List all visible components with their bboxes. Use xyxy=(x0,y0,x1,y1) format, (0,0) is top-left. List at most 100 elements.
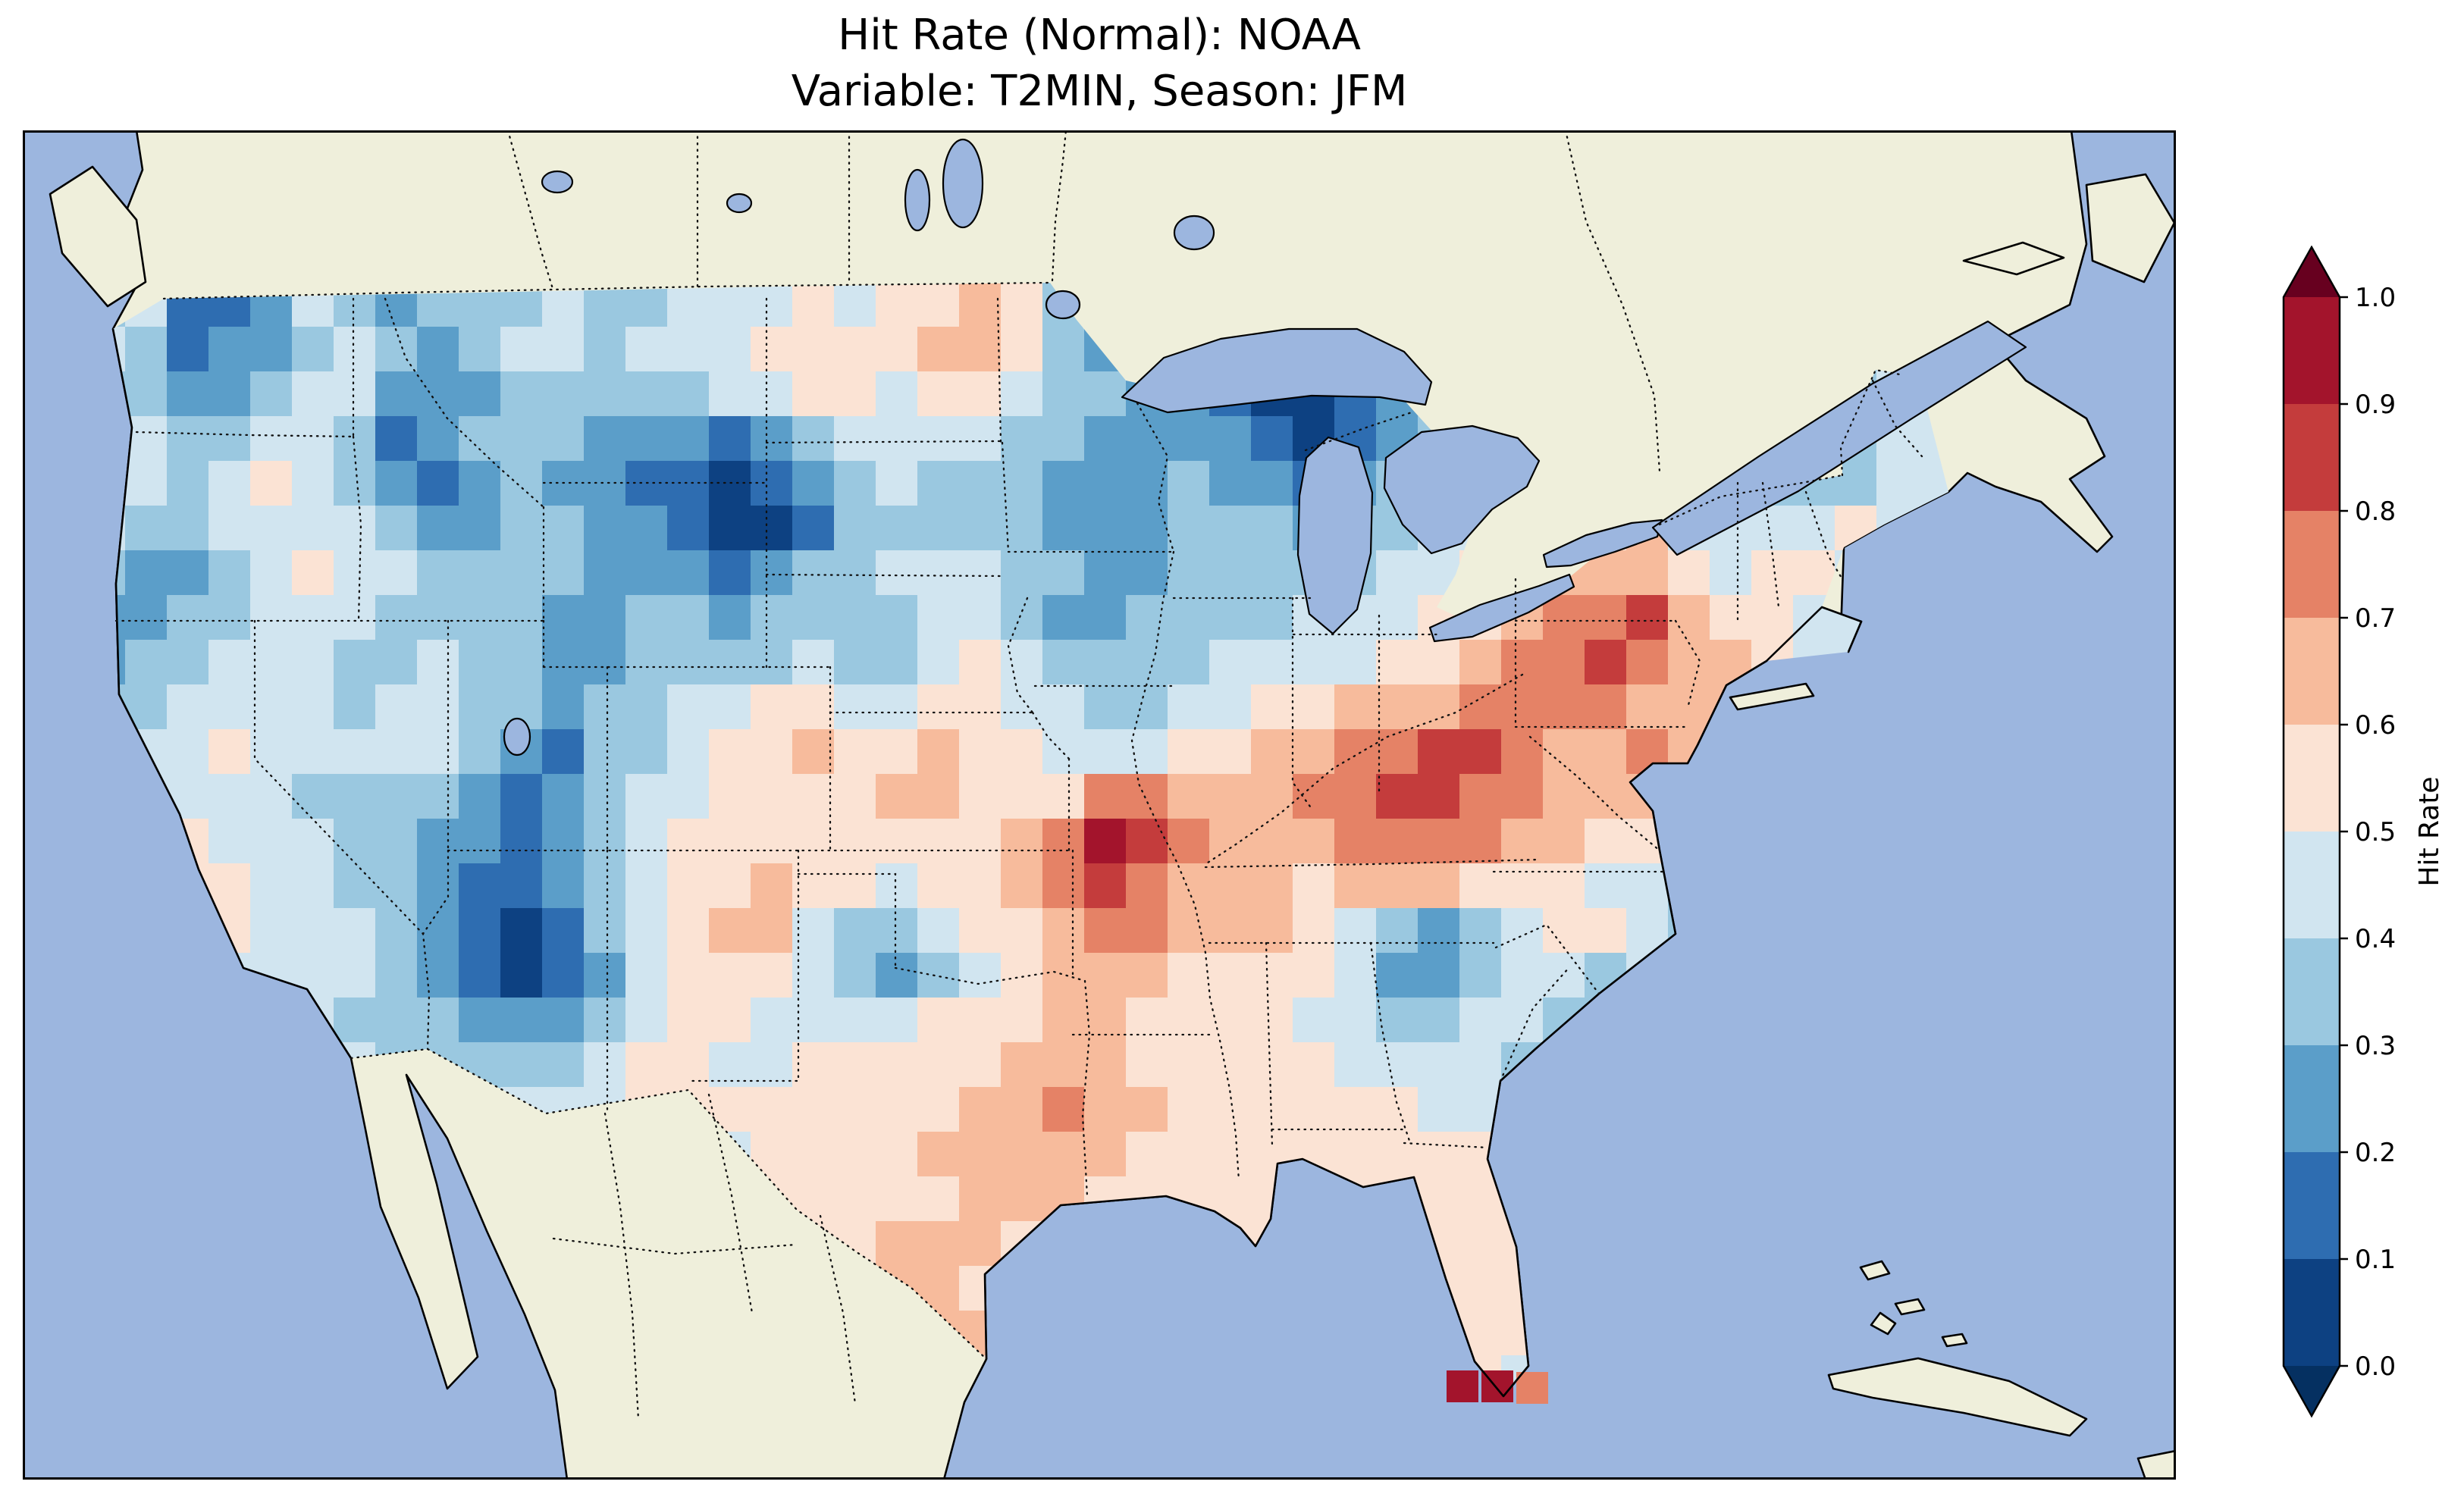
heat-cell xyxy=(1251,595,1293,641)
heat-cell xyxy=(876,1176,918,1222)
heat-cell xyxy=(1459,1266,1502,1311)
heat-cell xyxy=(459,416,501,462)
heat-cell xyxy=(1418,640,1460,685)
heat-cell xyxy=(459,953,501,998)
heat-cell xyxy=(625,506,668,551)
heat-cell xyxy=(751,371,793,417)
heat-cell xyxy=(959,506,1002,551)
heat-cell xyxy=(250,461,293,506)
heat-cell xyxy=(751,684,793,730)
heat-cell xyxy=(959,550,1002,596)
heat-cell xyxy=(667,461,710,506)
heat-cell xyxy=(625,774,668,819)
heat-cell xyxy=(208,327,251,372)
heat-cell xyxy=(876,550,918,596)
heat-cell xyxy=(1459,1221,1502,1267)
heat-cell xyxy=(1084,640,1127,685)
heat-cell xyxy=(1334,998,1377,1043)
heat-cell xyxy=(292,684,334,730)
heat-cell xyxy=(167,595,209,641)
heat-cell xyxy=(625,908,668,954)
heat-cell xyxy=(1126,550,1168,596)
heat-cell xyxy=(1376,1132,1419,1177)
heat-cell xyxy=(751,506,793,551)
heat-cell xyxy=(1626,863,1669,909)
heat-cell xyxy=(417,774,459,819)
heat-cell xyxy=(375,953,418,998)
colorbar-segment xyxy=(2284,1152,2340,1259)
border-line xyxy=(422,849,450,935)
heat-cell xyxy=(459,729,501,775)
heat-cell xyxy=(1293,863,1335,909)
heat-cell xyxy=(459,998,501,1043)
heat-cell xyxy=(1418,684,1460,730)
heat-cell xyxy=(667,640,710,685)
heat-cell xyxy=(1543,684,1585,730)
heat-cell xyxy=(1042,550,1085,596)
heat-cell xyxy=(1168,729,1210,775)
colorbar-body xyxy=(2282,246,2341,1418)
heat-cell xyxy=(375,863,418,909)
heat-cell xyxy=(1001,1132,1043,1177)
heat-cell xyxy=(792,774,835,819)
heat-cell xyxy=(1001,1176,1043,1222)
heat-cell xyxy=(1209,1042,1252,1088)
heat-cell xyxy=(417,908,459,954)
heat-cell xyxy=(208,371,251,417)
heat-cell xyxy=(1376,819,1419,864)
heat-cell xyxy=(292,327,334,372)
heat-cell xyxy=(292,595,334,641)
heat-cell xyxy=(625,819,668,864)
heat-cell xyxy=(1418,774,1460,819)
heat-cell xyxy=(667,774,710,819)
heat-cell xyxy=(876,595,918,641)
heat-cell xyxy=(500,998,543,1043)
heat-cell xyxy=(792,863,835,909)
heat-cell xyxy=(292,550,334,596)
heat-cell xyxy=(876,1132,918,1177)
heat-cell xyxy=(917,863,960,909)
heat-cell xyxy=(1001,684,1043,730)
heat-cell xyxy=(1501,774,1544,819)
heat-cell xyxy=(751,640,793,685)
heat-cell xyxy=(1459,640,1502,685)
heat-cell xyxy=(417,684,459,730)
border-line xyxy=(996,297,1002,444)
heat-cell xyxy=(542,729,585,775)
heat-cell xyxy=(584,774,626,819)
heat-cell xyxy=(1209,729,1252,775)
heat-cell xyxy=(1376,1087,1419,1132)
heat-cell xyxy=(375,998,418,1043)
heat-cell xyxy=(917,595,960,641)
heat-cell xyxy=(1376,640,1419,685)
heat-cell xyxy=(1251,506,1293,551)
hispaniola-corner xyxy=(2136,1449,2176,1480)
heat-cell xyxy=(417,953,459,998)
heat-cell xyxy=(167,506,209,551)
heat-cell xyxy=(959,684,1002,730)
heat-cell xyxy=(375,729,418,775)
border-line xyxy=(1304,411,1413,452)
heat-cell xyxy=(1293,1087,1335,1132)
heat-cell xyxy=(459,774,501,819)
heat-cell xyxy=(334,371,376,417)
heat-cell xyxy=(1251,729,1293,775)
heat-cell xyxy=(334,327,376,372)
heat-cell xyxy=(1585,640,1627,685)
heat-cell xyxy=(1084,684,1127,730)
heat-cell xyxy=(125,595,168,641)
lake-michigan xyxy=(1296,436,1374,635)
heat-cell xyxy=(167,550,209,596)
heat-cell xyxy=(792,371,835,417)
heat-cell xyxy=(417,729,459,775)
heat-cell xyxy=(208,640,251,685)
heat-cell xyxy=(1168,908,1210,954)
heat-cell xyxy=(667,327,710,372)
border-line xyxy=(1130,550,1240,1182)
heat-cell xyxy=(584,595,626,641)
heat-cell xyxy=(1585,729,1627,775)
heat-cell xyxy=(375,908,418,954)
heat-cell xyxy=(459,371,501,417)
heat-cell xyxy=(1876,461,1919,506)
heat-cell xyxy=(334,640,376,685)
